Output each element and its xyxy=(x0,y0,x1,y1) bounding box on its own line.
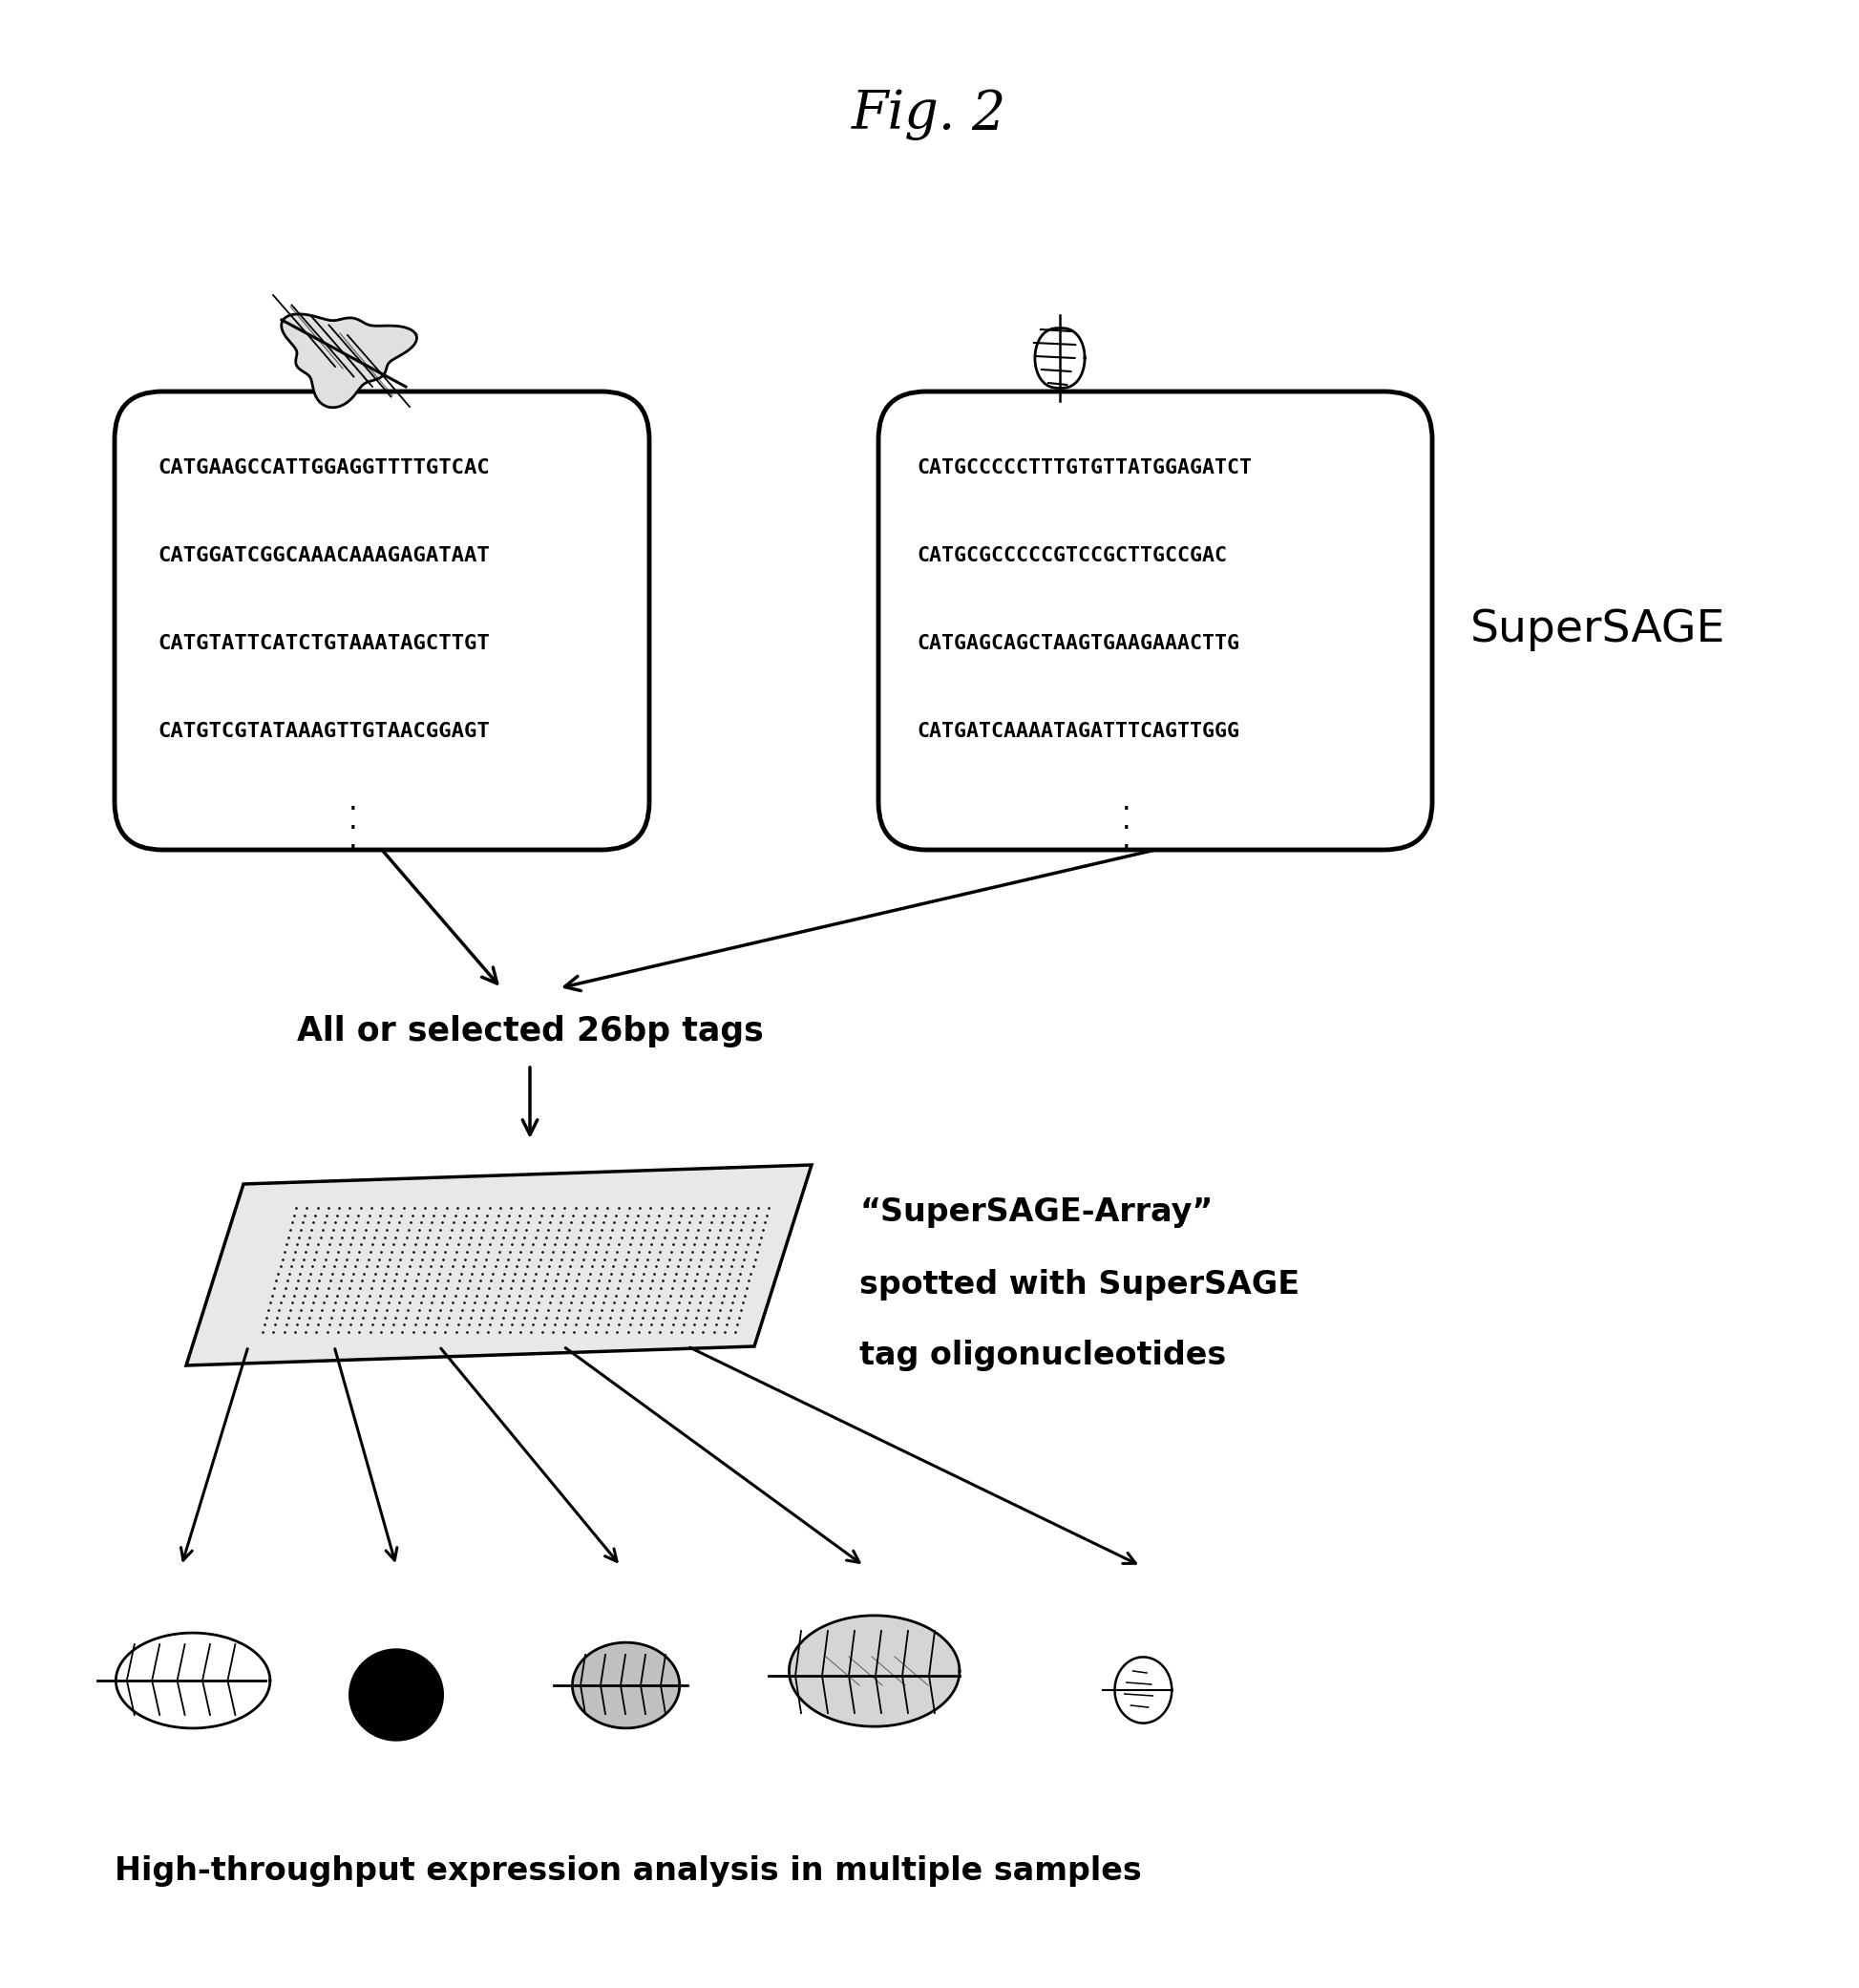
Text: CATGAAGCCATTGGAGGTTTTGTCAC: CATGAAGCCATTGGAGGTTTTGTCAC xyxy=(158,459,489,477)
Text: CATGATCAAAATAGATTTCAGTTGGG: CATGATCAAAATAGATTTCAGTTGGG xyxy=(916,722,1240,742)
Text: CATGTATTCATCTGTAAATAGCTTGT: CATGTATTCATCTGTAAATAGCTTGT xyxy=(158,634,489,654)
Text: SuperSAGE: SuperSAGE xyxy=(1470,608,1725,652)
Text: High-throughput expression analysis in multiple samples: High-throughput expression analysis in m… xyxy=(115,1855,1141,1887)
Text: spotted with SuperSAGE: spotted with SuperSAGE xyxy=(859,1268,1299,1300)
Text: .: . xyxy=(349,787,359,815)
Text: “SuperSAGE-Array”: “SuperSAGE-Array” xyxy=(859,1197,1212,1229)
Text: .: . xyxy=(349,827,359,855)
Text: .: . xyxy=(1123,807,1132,835)
Polygon shape xyxy=(1035,328,1086,388)
Polygon shape xyxy=(281,314,416,408)
Text: tag oligonucleotides: tag oligonucleotides xyxy=(859,1340,1227,1372)
Polygon shape xyxy=(1115,1658,1171,1724)
Polygon shape xyxy=(186,1165,812,1366)
Text: .: . xyxy=(349,807,359,835)
Text: CATGAGCAGCTAAGTGAAGAAACTTG: CATGAGCAGCTAAGTGAAGAAACTTG xyxy=(916,634,1240,654)
Text: Fig. 2: Fig. 2 xyxy=(851,87,1006,141)
Text: All or selected 26bp tags: All or selected 26bp tags xyxy=(297,1016,764,1048)
FancyBboxPatch shape xyxy=(115,392,649,849)
Text: CATGTCGTATAAAGTTGTAACGGAGT: CATGTCGTATAAAGTTGTAACGGAGT xyxy=(158,722,489,742)
Text: CATGCCCCCTTTGTGTTATGGAGATCT: CATGCCCCCTTTGTGTTATGGAGATCT xyxy=(916,459,1251,477)
FancyBboxPatch shape xyxy=(879,392,1431,849)
Polygon shape xyxy=(349,1648,442,1741)
Polygon shape xyxy=(115,1632,270,1728)
Text: .: . xyxy=(1123,827,1132,855)
Text: CATGGATCGGCAAACAAAGAGATAAT: CATGGATCGGCAAACAAAGAGATAAT xyxy=(158,547,489,565)
Polygon shape xyxy=(788,1616,959,1726)
Text: CATGCGCCCCCGTCCGCTTGCCGAC: CATGCGCCCCCGTCCGCTTGCCGAC xyxy=(916,547,1227,565)
Polygon shape xyxy=(573,1642,680,1728)
Text: .: . xyxy=(1123,787,1132,815)
